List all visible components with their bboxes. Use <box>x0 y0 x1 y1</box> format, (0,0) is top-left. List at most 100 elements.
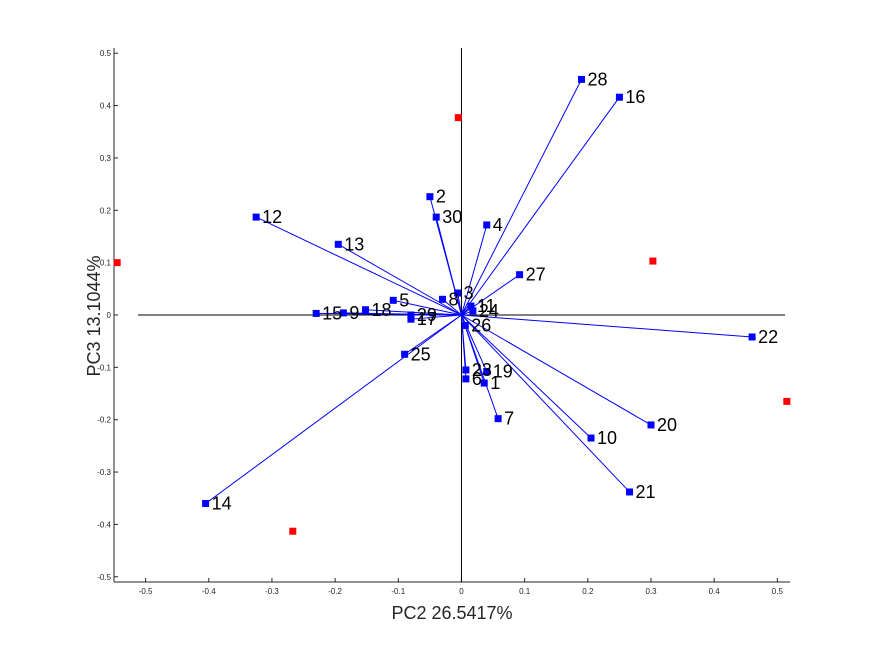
variable-marker-29 <box>407 311 415 319</box>
x-tick-label: -0.5 <box>139 587 153 596</box>
vector-line-22 <box>461 314 753 338</box>
variable-marker-27 <box>516 271 524 279</box>
vector-line-12 <box>255 216 462 316</box>
variable-label-1: 1 <box>490 373 500 393</box>
variable-label-12: 12 <box>262 207 282 227</box>
variable-marker-3 <box>454 289 462 297</box>
observation-marker-5 <box>289 527 297 535</box>
variable-marker-17 <box>407 315 415 323</box>
y-tick-label: -0.1 <box>97 363 111 372</box>
x-tick-label: 0.1 <box>519 587 531 596</box>
variable-label-3: 3 <box>464 283 474 303</box>
variable-marker-7 <box>494 415 502 423</box>
y-tick-label: 0.2 <box>100 206 112 215</box>
variable-marker-20 <box>647 421 655 429</box>
variable-marker-22 <box>748 333 756 341</box>
x-tick-label: 0.3 <box>645 587 657 596</box>
x-tick-label: -0.1 <box>391 587 405 596</box>
variable-marker-14 <box>202 499 210 507</box>
variable-label-29: 29 <box>417 305 437 325</box>
variable-marker-2 <box>426 193 434 201</box>
variable-marker-10 <box>587 434 595 442</box>
vector-line-28 <box>461 79 582 316</box>
variable-marker-19 <box>483 368 491 376</box>
variable-label-20: 20 <box>657 415 677 435</box>
variable-marker-30 <box>432 213 440 221</box>
variable-marker-26 <box>461 321 469 329</box>
variable-label-16: 16 <box>625 87 645 107</box>
y-axis-title: PC3 13.1044% <box>84 255 104 376</box>
x-tick-label: 0.5 <box>772 587 784 596</box>
x-tick-label: 0.2 <box>582 587 594 596</box>
variable-label-2: 2 <box>436 187 446 207</box>
variable-label-8: 8 <box>449 289 459 309</box>
variable-label-15: 15 <box>322 303 342 323</box>
y-tick-label: 0.4 <box>100 102 112 111</box>
variable-marker-21 <box>626 488 634 496</box>
observation-marker-4 <box>783 397 791 405</box>
variable-marker-16 <box>615 93 623 101</box>
variable-marker-23 <box>462 366 470 374</box>
observation-marker-1 <box>113 259 121 267</box>
variable-marker-5 <box>389 296 397 304</box>
y-tick-label: -0.2 <box>97 416 111 425</box>
variable-label-11: 11 <box>477 296 496 316</box>
vector-line-30 <box>435 216 462 316</box>
vector-line-17 <box>410 314 462 320</box>
vector-line-20 <box>461 314 652 426</box>
y-tick-label: -0.3 <box>97 468 111 477</box>
vector-line-13 <box>338 243 462 316</box>
vector-line-4 <box>460 224 488 316</box>
variable-label-13: 13 <box>344 234 364 254</box>
vectors-layer <box>205 79 753 504</box>
variable-marker-6 <box>462 375 470 383</box>
y-tick-label: 0.3 <box>100 154 112 163</box>
x-tick-label: -0.4 <box>202 587 216 596</box>
ticks-layer: -0.5 -0.4 -0.3 -0.2 -0.1 0 0.1 0.2 0.3 0.4 0.5 -0.5… <box>97 49 783 596</box>
variable-label-17: 17 <box>417 309 437 329</box>
variable-marker-13 <box>334 240 342 248</box>
vector-line-25 <box>404 314 462 355</box>
x-tick-label: -0.3 <box>265 587 279 596</box>
variable-marker-18 <box>361 306 369 314</box>
variable-marker-8 <box>439 295 447 303</box>
variable-label-24: 24 <box>479 301 499 321</box>
variable-label-27: 27 <box>526 265 546 285</box>
variable-label-22: 22 <box>758 327 778 347</box>
variable-label-6: 6 <box>472 369 482 389</box>
x-tick-label: 0 <box>459 587 464 596</box>
y-tick-label: 0.1 <box>100 259 112 268</box>
variable-label-21: 21 <box>636 482 656 502</box>
variable-label-4: 4 <box>493 215 503 235</box>
variable-label-14: 14 <box>212 493 232 513</box>
vector-line-7 <box>461 314 499 419</box>
variable-marker-24 <box>469 307 477 315</box>
variable-marker-25 <box>401 350 409 358</box>
vector-line-10 <box>461 314 592 439</box>
vector-line-16 <box>461 96 620 316</box>
variable-label-23: 23 <box>472 360 492 380</box>
y-tick-label: -0.5 <box>97 573 111 582</box>
y-tick-label: 0 <box>107 311 112 320</box>
vector-line-5 <box>393 299 462 316</box>
variable-label-30: 30 <box>442 207 462 227</box>
variable-label-28: 28 <box>588 69 608 89</box>
labels-layer: 1234567891011121314151617181920212223242… <box>212 69 779 513</box>
variable-marker-15 <box>312 309 320 317</box>
variable-marker-1 <box>480 379 488 387</box>
variable-label-26: 26 <box>471 315 491 335</box>
variable-label-7: 7 <box>504 409 514 429</box>
variable-label-10: 10 <box>597 428 617 448</box>
variable-label-9: 9 <box>349 303 359 323</box>
variable-label-19: 19 <box>493 362 513 382</box>
variable-marker-28 <box>578 75 586 83</box>
variable-label-18: 18 <box>371 300 391 320</box>
x-axis-title: PC2 26.5417% <box>391 603 512 623</box>
observation-marker-3 <box>649 257 657 265</box>
y-tick-label: 0.5 <box>100 49 112 58</box>
variable-marker-4 <box>483 221 491 229</box>
variable-marker-11 <box>467 302 475 310</box>
variable-label-5: 5 <box>399 290 409 310</box>
